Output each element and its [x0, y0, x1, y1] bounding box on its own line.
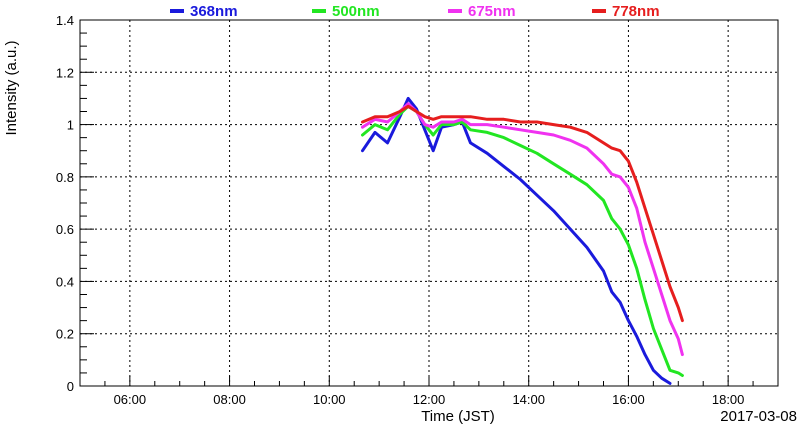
legend-label-778nm: 778nm	[612, 3, 660, 20]
x-tick-label: 18:00	[712, 392, 745, 407]
y-tick-label: 0.8	[56, 170, 74, 185]
x-tick-label: 12:00	[413, 392, 446, 407]
x-tick-label: 10:00	[313, 392, 346, 407]
data-series	[361, 96, 684, 385]
y-tick-label: 0.6	[56, 222, 74, 237]
x-tick-label: 16:00	[612, 392, 645, 407]
y-tick-label: 1.2	[56, 65, 74, 80]
y-tick-label: 1.4	[56, 13, 74, 28]
y-tick-label: 0.2	[56, 327, 74, 342]
x-tick-label: 08:00	[213, 392, 246, 407]
legend-label-500nm: 500nm	[332, 3, 380, 20]
y-axis-label: Intensity (a.u.)	[3, 40, 20, 135]
x-tick-label: 06:00	[114, 392, 147, 407]
legend-label-368nm: 368nm	[190, 3, 238, 20]
series-line-778nm	[361, 104, 684, 323]
date-label: 2017-03-08	[720, 408, 797, 425]
axis-ticks: 06:00 08:00 10:00 12:00 14:00 16:00 18:00 0 0.2 0…	[56, 13, 779, 407]
legend-label-675nm: 675nm	[468, 3, 516, 20]
y-tick-label: 0.4	[56, 274, 74, 289]
x-axis-label: Time (JST)	[421, 408, 495, 425]
legend: 368nm 500nm 675nm 778nm	[170, 3, 660, 20]
y-tick-label: 1	[67, 118, 74, 133]
x-tick-label: 14:00	[512, 392, 545, 407]
y-tick-label: 0	[67, 379, 74, 394]
series-line-368nm	[361, 96, 672, 385]
